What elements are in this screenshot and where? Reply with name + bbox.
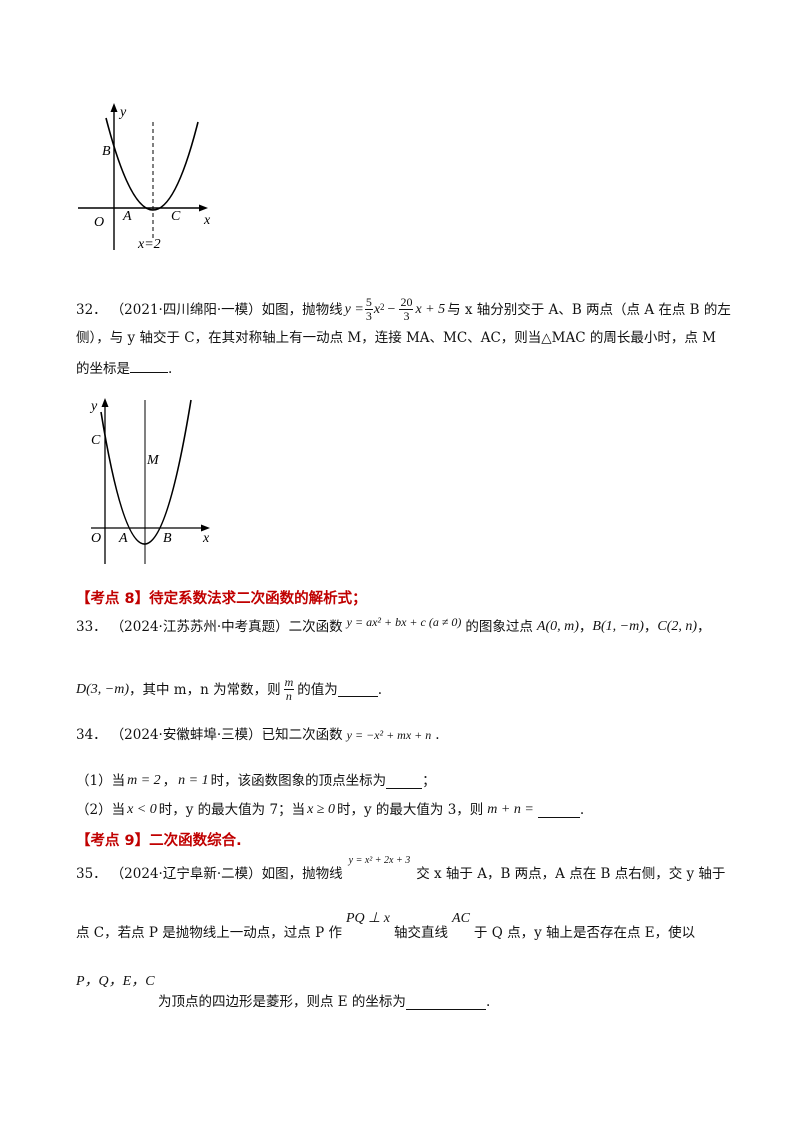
q34-s2-end: . — [579, 802, 585, 818]
q34-s1-sep: ， — [162, 773, 177, 789]
q34-s2-b: 时，y 的最大值为 7；当 — [158, 802, 306, 818]
q34-sub1: （1）当 m = 2 ， n = 1 时，该函数图象的顶点坐标为 ； — [76, 772, 436, 790]
q34-line1: 34． （2024·安徽蚌埠·三模）已知二次函数 y = −x² + mx + … — [76, 726, 440, 744]
q32-line2: 侧），与 y 轴交于 C，在其对称轴上有一动点 M，连接 MA、MC、AC，则当… — [76, 330, 716, 346]
q34-s2-eq3: m + n = — [487, 802, 534, 817]
point-b-label: B — [163, 531, 172, 546]
q33-comma-3: ， — [697, 619, 711, 635]
q33-equation: y = ax² + bx + c (a ≠ 0) — [346, 615, 462, 629]
q32-eq-sq: 2 — [380, 302, 385, 312]
q35-line4-end: . — [485, 994, 491, 1010]
q32-line3: 的坐标是. — [76, 358, 172, 378]
q34-s1-a: （1）当 — [76, 773, 126, 789]
q33-line1: 33． （2024·江苏苏州·中考真题）二次函数 y = ax² + bx + … — [76, 613, 711, 641]
q35-line3: P，Q，E，C — [76, 972, 155, 991]
point-m-label: M — [146, 453, 160, 468]
q34-s2-answer-blank — [537, 803, 580, 818]
q35-text-b: 交 x 轴于 A，B 两点，A 点在 B 点右侧，交 y 轴于 — [416, 866, 726, 882]
q34-s1-end: ； — [422, 773, 436, 789]
q33-text-d: 的值为 — [297, 681, 338, 698]
q34-s1-b: 时，该函数图象的顶点坐标为 — [210, 773, 387, 789]
q33-comma-1: ， — [578, 619, 593, 635]
x-axis-label: x — [202, 531, 210, 546]
x-axis-label: x — [203, 213, 211, 228]
q32-eq-rest: x + 5 — [415, 301, 446, 317]
q34-s1-answer-blank — [386, 774, 423, 789]
q35-line1: 35． （2024·辽宁阜新·二模）如图，抛物线 y = x² + 2x + 3… — [76, 852, 725, 888]
point-a-label: A — [122, 209, 132, 224]
q35-line2: 点 C，若点 P 是抛物线上一动点，过点 P 作 PQ ⊥ x 轴交直线 AC … — [76, 910, 695, 944]
q32-eq-x2: x — [373, 301, 381, 317]
point-a-label: A — [118, 531, 128, 546]
q33-number: 33． — [76, 619, 107, 635]
q33-fraction: m n — [283, 675, 295, 703]
figure-parabola-2: y C M O A B x — [89, 398, 210, 564]
q34-number: 34． — [76, 727, 107, 743]
q34-s1-eq1: m = 2 — [127, 773, 161, 788]
y-axis-label: y — [118, 105, 127, 120]
figure-parabola-1: y B O A C x x=2 — [78, 103, 211, 252]
origin-label: O — [91, 531, 101, 546]
q32-line1: 32． （2021·四川绵阳·一模）如图，抛物线 y = 5 3 x 2 − 2… — [76, 296, 731, 323]
q32-eq-minus: − — [387, 301, 396, 317]
point-b-label: B — [102, 144, 111, 159]
q34-s2-eq1: x < 0 — [127, 802, 157, 817]
q33-point-b: B(1, −m) — [592, 619, 644, 634]
q35-number: 35． — [76, 866, 107, 882]
q35-answer-blank — [405, 995, 486, 1010]
q34-s2-eq2: x ≥ 0 — [307, 802, 335, 817]
y-axis-label: y — [89, 399, 98, 414]
q35-eq-ac: AC — [452, 911, 470, 926]
q35-text-a: （2024·辽宁阜新·二模）如图，抛物线 — [110, 866, 343, 882]
q33-text-b: 的图象过点 — [465, 619, 533, 635]
q34-s1-eq2: n = 1 — [178, 773, 209, 788]
q32-text-b: 与 x 轴分别交于 A、B 两点（点 A 在点 B 的左 — [447, 301, 731, 318]
axis-of-symmetry-label: x=2 — [137, 237, 161, 252]
section-9-heading: 【考点 9】二次函数综合. — [76, 833, 242, 849]
section-8-heading: 【考点 8】待定系数法求二次函数的解析式； — [76, 591, 367, 607]
origin-label: O — [94, 215, 104, 230]
q35-line2-a: 点 C，若点 P 是抛物线上一动点，过点 P 作 — [76, 925, 342, 941]
q32-frac1: 5 3 — [364, 295, 373, 323]
q33-line2: D(3, −m) ，其中 m，n 为常数，则 m n 的值为 . — [76, 675, 383, 703]
q32-answer-blank — [130, 358, 168, 373]
point-c-label: C — [171, 209, 181, 224]
q34-text-a: （2024·安徽蚌埠·三模）已知二次函数 — [110, 727, 343, 743]
q35-line2-b: 轴交直线 — [394, 925, 449, 941]
q32-line3-text: 的坐标是 — [76, 361, 130, 377]
q34-s2-c: 时，y 的最大值为 3，则 — [336, 802, 484, 818]
q34-sub2: （2）当 x < 0 时，y 的最大值为 7；当 x ≥ 0 时，y 的最大值为… — [76, 801, 584, 819]
q34-period: . — [435, 727, 440, 743]
q35-eq-points: P，Q，E，C — [76, 974, 155, 989]
q35-line4: 为顶点的四边形是菱形，则点 E 的坐标为 . — [158, 993, 490, 1011]
q33-text-a: （2024·江苏苏州·中考真题）二次函数 — [110, 619, 343, 635]
q35-line4-text: 为顶点的四边形是菱形，则点 E 的坐标为 — [158, 994, 406, 1010]
q33-point-c: C(2, n) — [657, 619, 698, 634]
q35-equation: y = x² + 2x + 3 — [348, 855, 411, 866]
q35-eq-pq: PQ ⊥ x — [345, 911, 391, 926]
point-c-label: C — [91, 433, 101, 448]
q33-answer-blank — [337, 682, 378, 697]
q33-text-c: ，其中 m，n 为常数，则 — [129, 681, 281, 698]
q33-point-a: A(0, m) — [536, 619, 579, 634]
q35-line2-c: 于 Q 点，y 轴上是否存在点 E，使以 — [473, 925, 696, 941]
q32-text-a: （2021·四川绵阳·一模）如图，抛物线 — [110, 301, 343, 318]
q34-equation: y = −x² + mx + n — [346, 728, 432, 742]
q32-number: 32． — [76, 301, 107, 318]
q33-point-d: D(3, −m) — [76, 681, 129, 697]
q34-s2-a: （2）当 — [76, 802, 126, 818]
q32-eq-y: y = — [344, 301, 364, 317]
q32-frac2: 20 3 — [399, 295, 414, 323]
q33-comma-2: ， — [643, 619, 658, 635]
